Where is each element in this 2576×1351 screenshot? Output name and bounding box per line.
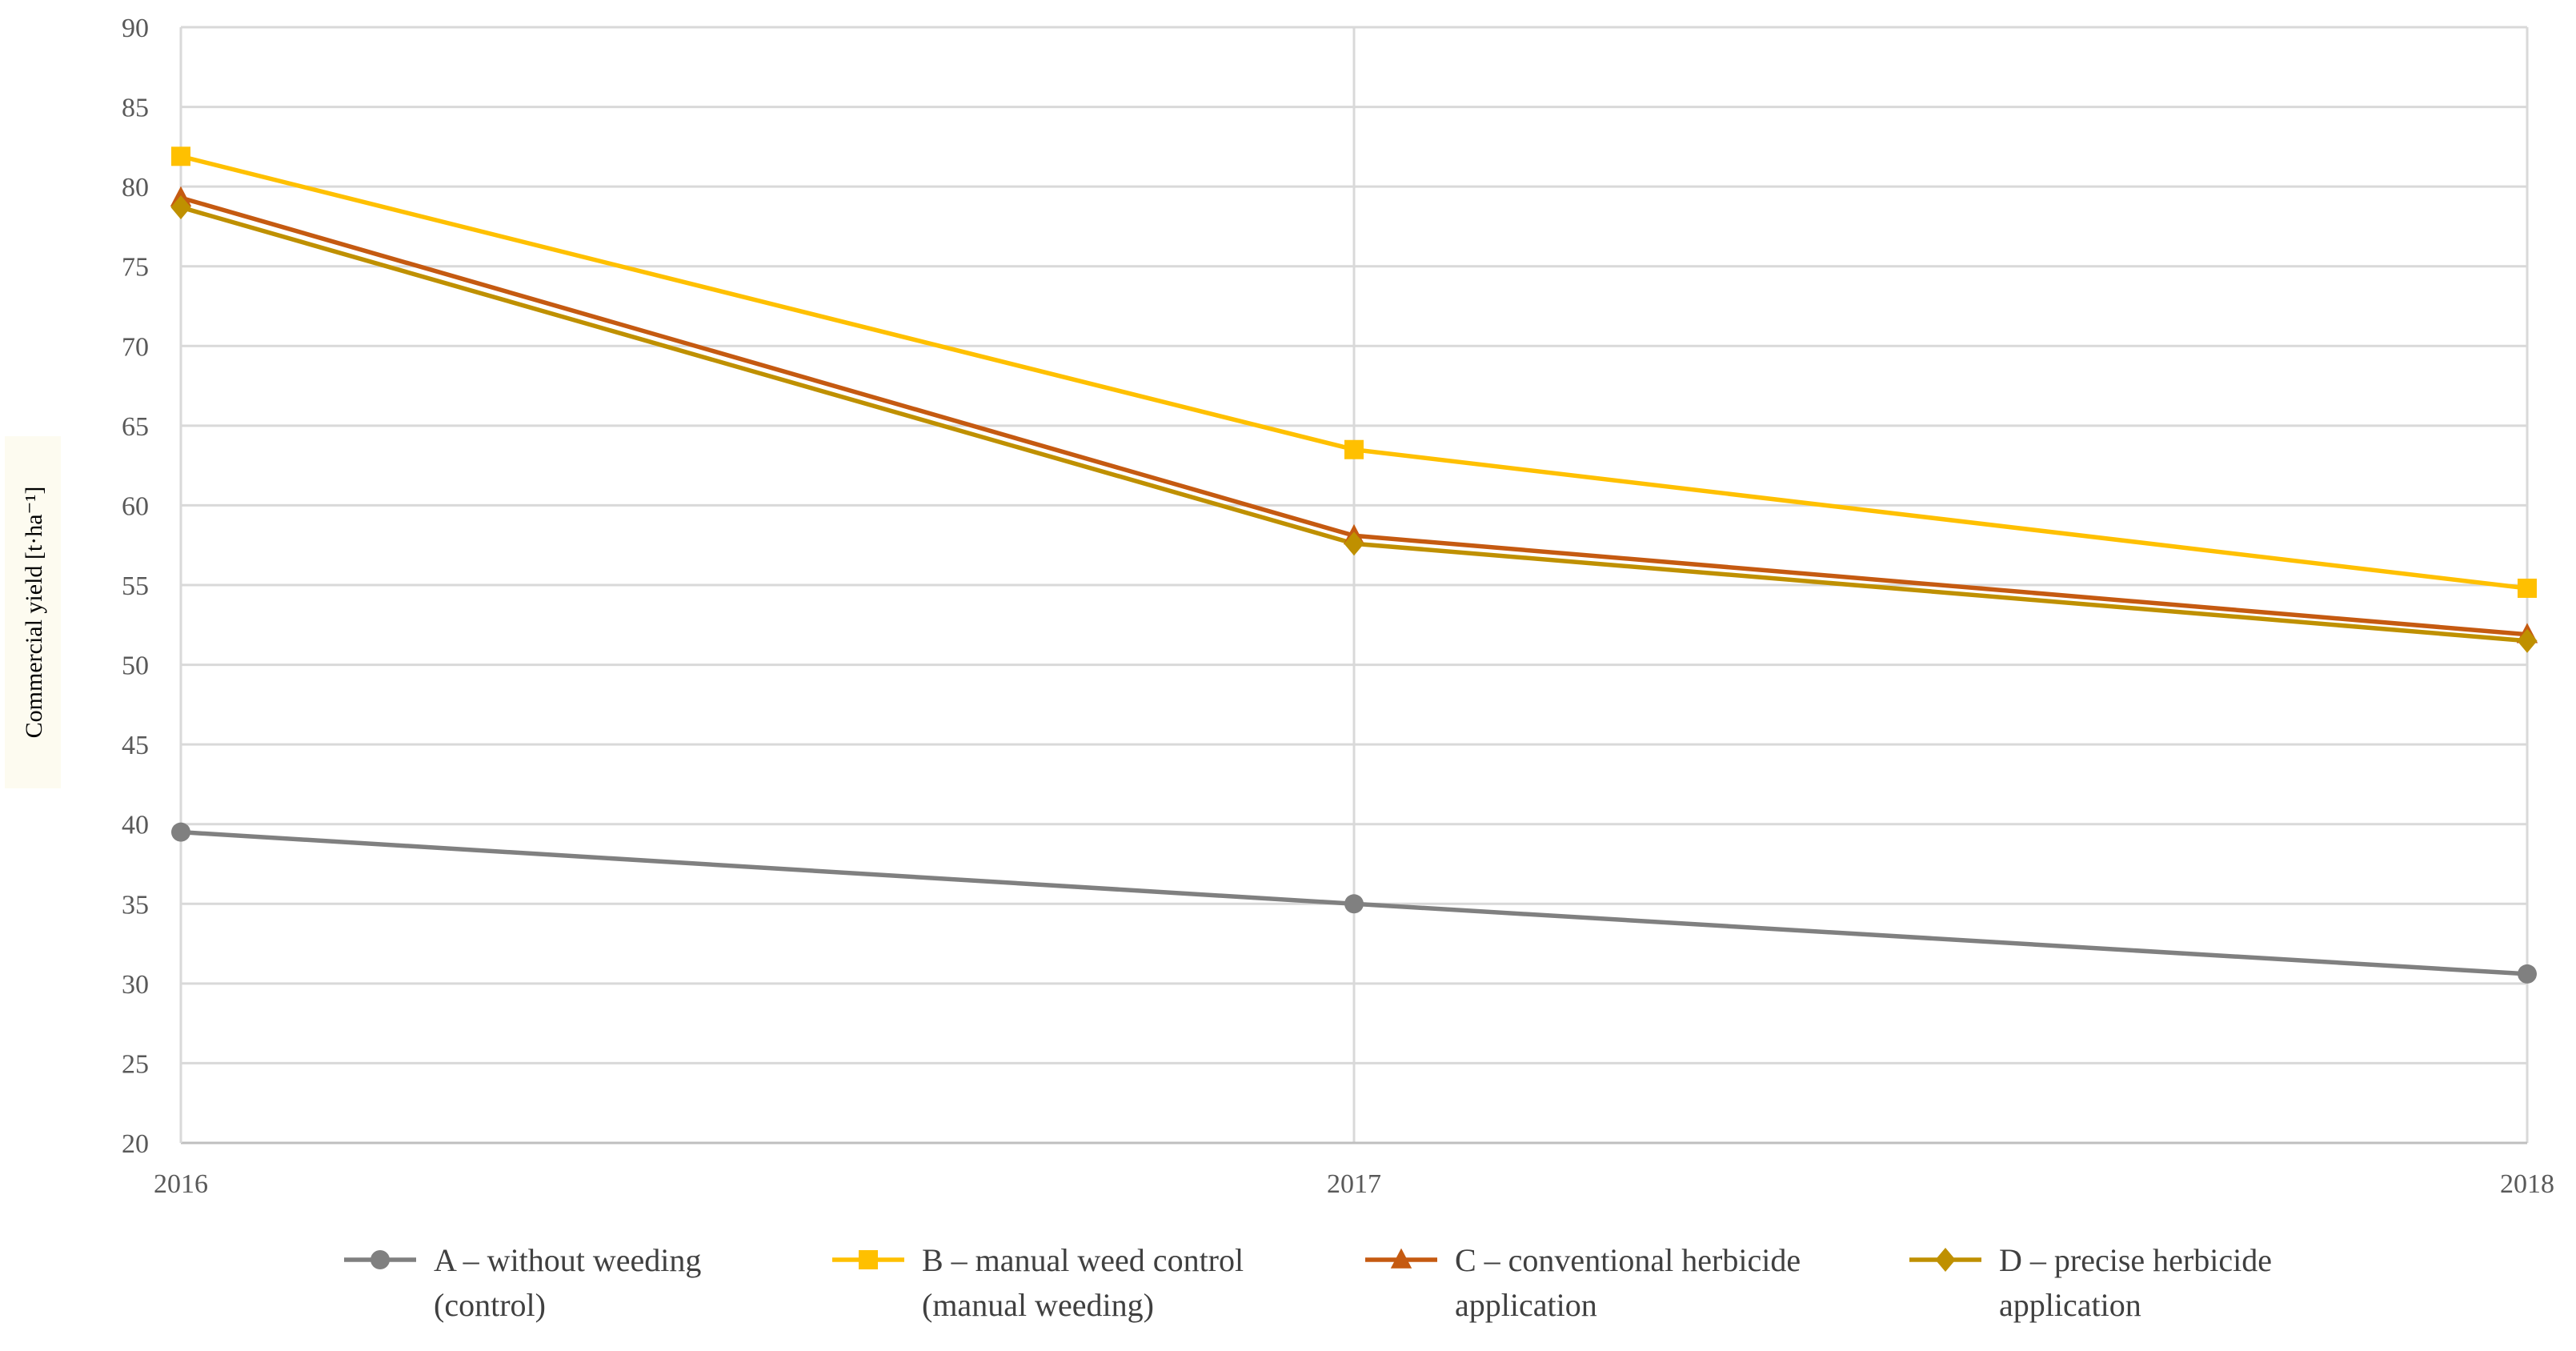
y-tick-label: 75	[122, 253, 149, 283]
y-tick-label: 90	[122, 14, 149, 43]
y-axis-label-group: Commercial yield [t·ha⁻¹]	[5, 436, 61, 788]
x-tick-label: 2017	[1327, 1169, 1381, 1199]
legend-label: (manual weeding)	[922, 1287, 1154, 1323]
legend-marker	[1935, 1248, 1956, 1272]
y-tick-label: 60	[122, 491, 149, 521]
legend-item-d: D – precise herbicide application	[1909, 1242, 2272, 1323]
legend-label: C – conventional herbicide	[1455, 1242, 1801, 1278]
legend-item-c: C – conventional herbicide application	[1365, 1242, 1801, 1323]
y-axis-label: Commercial yield [t·ha⁻¹]	[21, 487, 47, 739]
data-point-b	[1344, 439, 1364, 459]
data-point-a	[1344, 894, 1364, 914]
y-tick-label: 70	[122, 332, 149, 362]
y-tick-label: 25	[122, 1049, 149, 1079]
legend-marker	[371, 1250, 390, 1269]
y-tick-label: 45	[122, 731, 149, 760]
y-tick-label: 40	[122, 811, 149, 840]
data-point-d	[1344, 531, 1364, 556]
legend-item-a: A – without weeding (control)	[344, 1242, 701, 1323]
legend-item-b: B – manual weed control (manual weeding)	[832, 1242, 1244, 1323]
legend-label: application	[1455, 1287, 1597, 1323]
data-point-a	[171, 822, 190, 842]
legend-marker	[1390, 1248, 1412, 1269]
data-point-b	[2518, 578, 2537, 598]
y-tick-label: 80	[122, 173, 149, 202]
x-tick-label: 2018	[2500, 1169, 2554, 1199]
y-tick-label: 30	[122, 970, 149, 1000]
y-tick-label: 20	[122, 1129, 149, 1159]
axes: 20 25 30 35 40 45 50 55 60 65 70 75 80 85 90 2016 2017 20…	[122, 14, 2554, 1199]
data-point-a	[2518, 964, 2537, 984]
series-markers	[170, 146, 2538, 984]
legend-label: B – manual weed control	[922, 1242, 1244, 1278]
legend-label: D – precise herbicide	[1999, 1242, 2272, 1278]
x-tick-label: 2016	[154, 1169, 208, 1199]
legend-label: A – without weeding	[434, 1242, 701, 1278]
y-tick-label: 50	[122, 651, 149, 681]
legend: A – without weeding (control) B – manual w…	[344, 1242, 2272, 1323]
data-point-d	[170, 195, 191, 220]
legend-label: application	[1999, 1287, 2141, 1323]
legend-label: (control)	[434, 1287, 546, 1323]
y-tick-label: 85	[122, 94, 149, 123]
y-tick-label: 65	[122, 412, 149, 442]
y-axis-label-background	[5, 436, 61, 788]
legend-marker	[859, 1250, 878, 1269]
y-tick-label: 55	[122, 571, 149, 601]
data-point-b	[171, 146, 190, 166]
data-point-d	[2517, 628, 2538, 653]
y-tick-label: 35	[122, 890, 149, 920]
